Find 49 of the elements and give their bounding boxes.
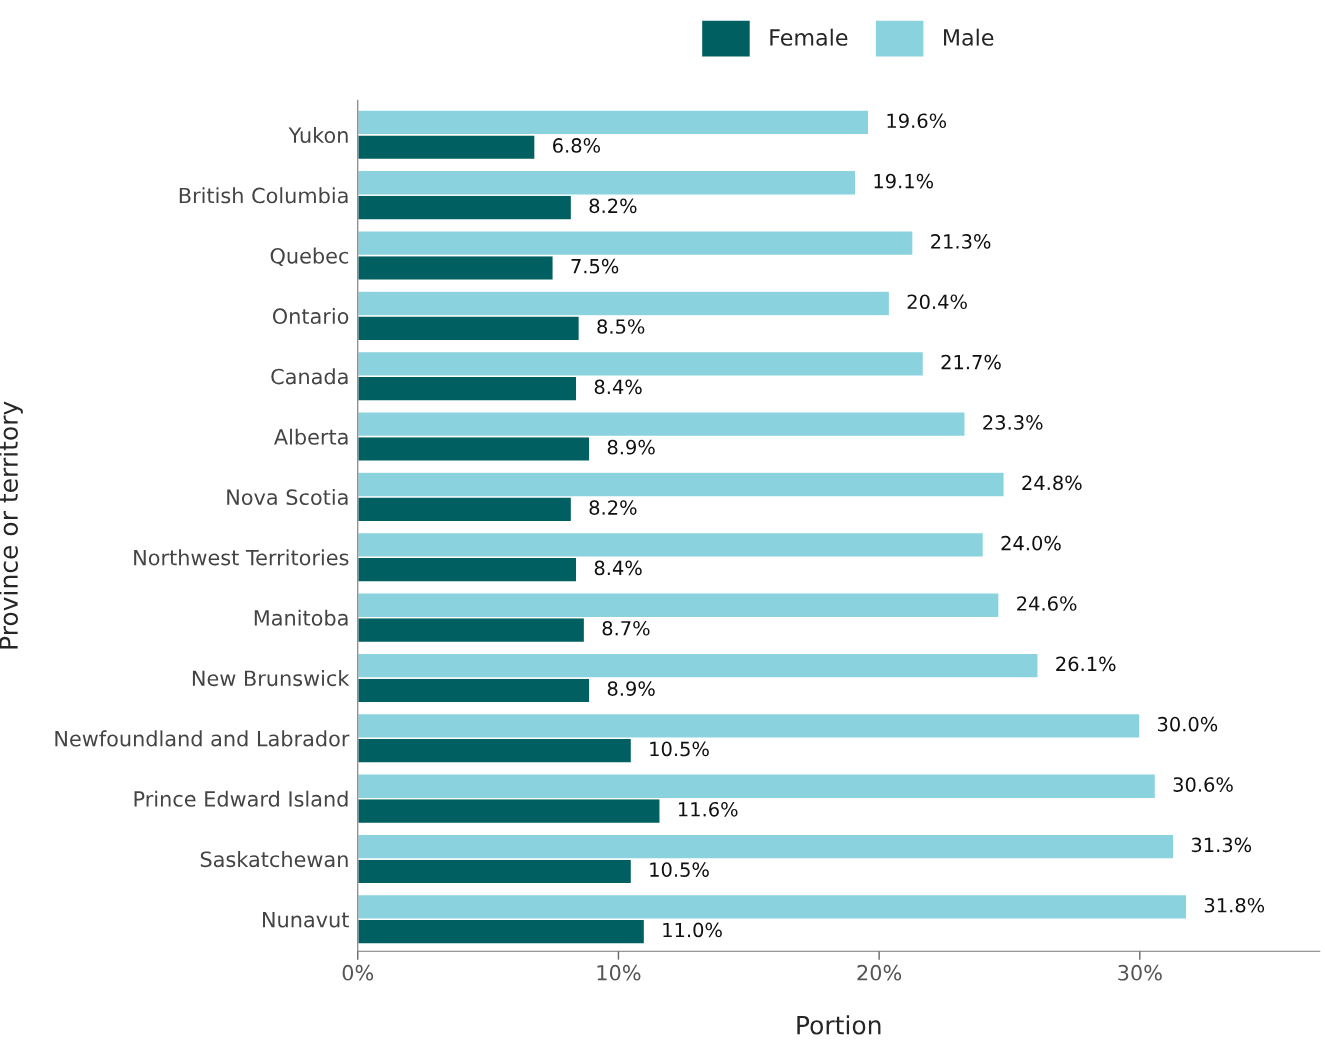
x-tick-label: 20% [857,964,902,981]
data-label: 31.8% [1204,897,1265,913]
y-tick-label: Yukon [288,126,348,144]
data-label: 20.4% [907,294,967,310]
data-label: 7.5% [571,258,619,274]
y-tick-label: Northwest Territories [134,549,349,566]
y-tick-label: British Columbia [179,187,348,204]
data-label: 21.3% [931,234,991,249]
data-label: 8.4% [594,560,642,576]
data-label: 19.6% [887,113,947,129]
x-tick-label: 0% [342,964,374,981]
y-tick-label: Quebec [270,247,349,267]
y-tick-label: Saskatchewan [200,851,348,868]
data-label: 30.6% [1173,777,1233,792]
data-label: 8.4% [594,379,642,395]
legend-label: Female [770,28,848,46]
data-label: 24.8% [1022,475,1082,491]
data-label: 23.3% [983,415,1043,430]
data-label: 8.2% [589,198,637,214]
data-label: 11.6% [678,801,738,817]
y-tick-label: Ontario [272,307,349,325]
data-label: 8.2% [589,500,637,515]
y-tick-label: Nunavut [263,912,349,928]
data-label: 8.5% [597,319,645,334]
data-label: 8.9% [607,681,655,696]
data-label: 6.8% [553,138,601,153]
data-label: 11.0% [663,922,722,938]
y-tick-label: Newfoundland and Labrador [55,730,350,747]
x-axis-title: Portion [797,1015,881,1035]
y-tick-label: Prince Edward Island [134,790,348,807]
data-label: 21.7% [941,354,1001,370]
y-tick-label: Alberta [274,428,348,445]
data-label: 31.3% [1191,837,1252,853]
data-label: 8.9% [607,439,655,455]
data-label: 19.1% [874,173,934,189]
data-label: 30.0% [1157,716,1218,732]
data-label: 10.5% [650,862,709,877]
y-tick-label: Nova Scotia [227,488,348,506]
y-tick-label: New Brunswick [192,670,350,687]
y-tick-label: Canada [271,368,348,385]
data-label: 26.1% [1056,656,1116,672]
legend-label: Male [944,28,994,46]
y-tick-label: Manitoba [254,609,348,626]
data-label: 24.0% [1001,535,1061,551]
data-label: 24.6% [1017,596,1077,611]
x-tick-label: 30% [1118,964,1162,981]
data-label: 8.7% [602,620,650,636]
data-label: 10.5% [650,741,709,757]
x-tick-label: 10% [597,964,641,981]
